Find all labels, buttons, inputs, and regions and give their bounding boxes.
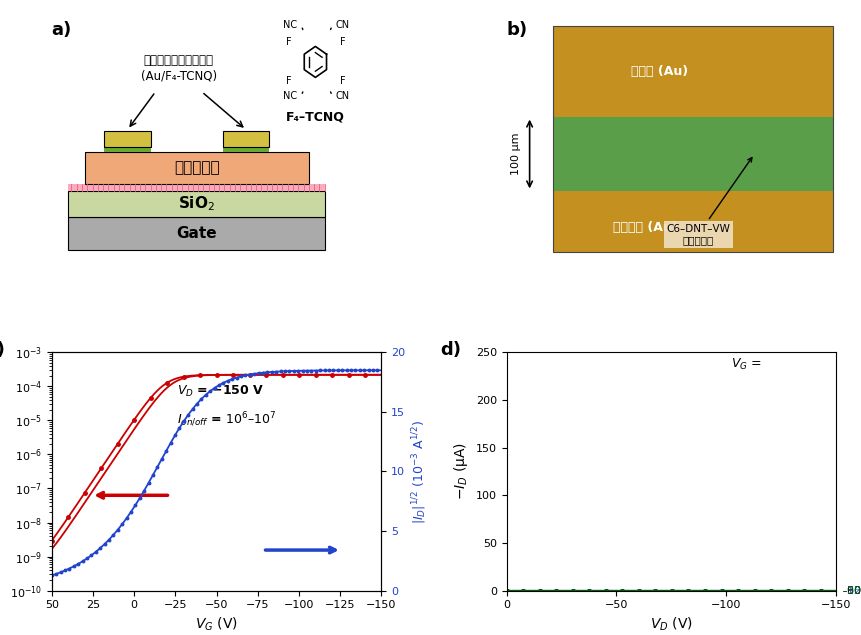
- Y-axis label: $-I_D$ (μA): $-I_D$ (μA): [452, 443, 469, 500]
- Text: ソース (Au): ソース (Au): [630, 65, 687, 78]
- X-axis label: $V_G$ (V): $V_G$ (V): [195, 616, 238, 633]
- Text: F: F: [286, 37, 292, 46]
- Text: $V_D$ = −150 V: $V_D$ = −150 V: [177, 384, 264, 399]
- Text: F: F: [286, 76, 292, 86]
- Bar: [104, 131, 151, 147]
- Bar: [552, 26, 832, 117]
- Text: Gate: Gate: [177, 226, 217, 241]
- Text: ドレイン (Au): ドレイン (Au): [612, 221, 677, 234]
- Text: F₄–TCNQ: F₄–TCNQ: [286, 110, 344, 124]
- Text: -60 V: -60 V: [842, 585, 861, 596]
- Text: a): a): [52, 22, 71, 39]
- Text: NC: NC: [282, 91, 297, 102]
- Text: b): b): [506, 22, 527, 39]
- Text: -120 V: -120 V: [842, 585, 861, 596]
- Text: ソース－ドレイン電極
(Au/F₄-TCNQ): ソース－ドレイン電極 (Au/F₄-TCNQ): [140, 54, 216, 82]
- Bar: [223, 147, 269, 152]
- Text: $I_{on/off}$ = $10^6$–$10^7$: $I_{on/off}$ = $10^6$–$10^7$: [177, 411, 276, 429]
- Bar: [552, 117, 832, 191]
- Text: SiO$_2$: SiO$_2$: [178, 194, 215, 213]
- Bar: [68, 217, 325, 250]
- Y-axis label: $-I_D$ (A): $-I_D$ (A): [0, 447, 4, 496]
- Bar: [223, 131, 269, 147]
- Text: F: F: [339, 76, 344, 86]
- Text: NC: NC: [282, 20, 297, 30]
- Bar: [84, 152, 308, 184]
- Text: $V_G$ =: $V_G$ =: [730, 357, 760, 372]
- Text: F: F: [339, 37, 344, 46]
- Text: 有機半導体: 有機半導体: [174, 161, 220, 175]
- Text: c): c): [0, 340, 4, 359]
- Text: d): d): [440, 340, 461, 359]
- Text: CN: CN: [336, 91, 350, 102]
- Text: C6–DNT–VW
単結晶薄膜: C6–DNT–VW 単結晶薄膜: [666, 157, 751, 245]
- Bar: [104, 147, 151, 152]
- X-axis label: $V_D$ (V): $V_D$ (V): [649, 616, 692, 633]
- Text: -150 V: -150 V: [842, 585, 861, 596]
- Text: 100 μm: 100 μm: [511, 133, 521, 175]
- Y-axis label: $|I_D|^{1/2}$ $(10^{-3}$ A$^{1/2})$: $|I_D|^{1/2}$ $(10^{-3}$ A$^{1/2})$: [410, 420, 429, 523]
- Bar: [552, 191, 832, 253]
- Bar: [552, 26, 832, 253]
- Bar: [68, 190, 325, 217]
- Text: CN: CN: [336, 20, 350, 30]
- Text: -30 V: -30 V: [842, 585, 861, 596]
- Bar: [68, 184, 325, 190]
- Text: -90 V: -90 V: [842, 585, 861, 596]
